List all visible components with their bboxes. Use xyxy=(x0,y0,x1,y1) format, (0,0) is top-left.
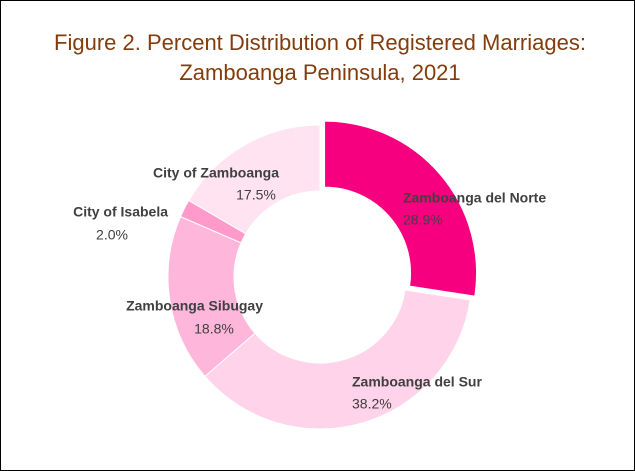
donut-slice xyxy=(187,124,321,235)
value-label: 18.8% xyxy=(194,321,234,337)
slice-label: City of Isabela xyxy=(73,204,168,220)
value-label: 28.9% xyxy=(403,212,443,228)
donut-slice xyxy=(324,120,478,297)
slice-label: City of Zamboanga xyxy=(153,165,279,181)
value-label: 2.0% xyxy=(96,227,128,243)
slice-label: Zamboanga Sibugay xyxy=(126,298,263,314)
donut-slice xyxy=(204,289,471,430)
slice-label: Zamboanga del Sur xyxy=(352,374,482,390)
value-label: 38.2% xyxy=(352,396,392,412)
value-label: 17.5% xyxy=(236,187,276,203)
chart-title: Zamboanga Peninsula, 2021 xyxy=(179,60,460,85)
chart-title: Figure 2. Percent Distribution of Regist… xyxy=(54,30,586,55)
slice-label: Zamboanga del Norte xyxy=(403,190,546,206)
